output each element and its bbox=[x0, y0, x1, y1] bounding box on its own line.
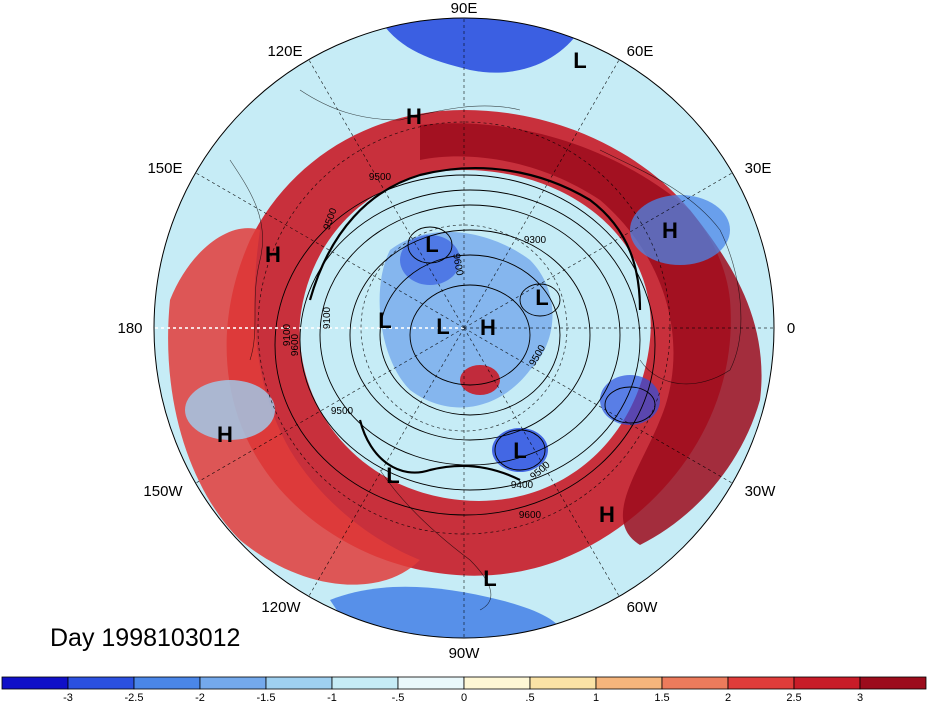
colorbar-box bbox=[793, 676, 861, 690]
anomaly-shading bbox=[168, 18, 762, 638]
pressure-center-label: L bbox=[513, 438, 526, 463]
pressure-center-label: L bbox=[386, 463, 399, 488]
thick-height-contours bbox=[308, 167, 642, 481]
pressure-center-labels: L H H H L L L H L H L H L L bbox=[217, 48, 678, 591]
colorbar-box bbox=[1, 676, 69, 690]
colorbar-box bbox=[529, 676, 597, 690]
pressure-center-label: H bbox=[662, 218, 678, 243]
colorbar-tick-label: 1.5 bbox=[654, 692, 669, 702]
contour-value-label: 9300 bbox=[524, 235, 547, 246]
colorbar-box bbox=[397, 676, 465, 690]
longitude-labels: 90E 60E 30E 0 30W 60W 90W 120W 150W 180 … bbox=[117, 0, 795, 662]
lon-label-30w: 30W bbox=[745, 483, 777, 500]
colorbar: -3 -2.5 -2 -1.5 -1 -.5 0 .5 1 1.5 2 2.5 3 bbox=[1, 676, 927, 702]
colorbar-tick-label: 0 bbox=[461, 692, 467, 702]
contour-value-label: 9600 bbox=[450, 253, 465, 277]
colorbar-box bbox=[727, 676, 795, 690]
colorbar-boxes bbox=[1, 676, 927, 690]
pressure-center-label: L bbox=[573, 48, 586, 73]
pressure-center-label: L bbox=[483, 566, 496, 591]
colorbar-tick-label: 2.5 bbox=[786, 692, 801, 702]
height-contours bbox=[274, 174, 656, 516]
pressure-center-label: H bbox=[480, 315, 496, 340]
anomaly-west-negative bbox=[185, 380, 275, 440]
colorbar-tick-label: -1.5 bbox=[257, 692, 276, 702]
colorbar-labels: -3 -2.5 -2 -1.5 -1 -.5 0 .5 1 1.5 2 2.5 3 bbox=[63, 692, 863, 702]
pressure-center-label: L bbox=[436, 314, 449, 339]
pressure-center-label: H bbox=[406, 104, 422, 129]
contour-value-labels: 9500 9500 9300 9600 9100 9100 9600 9500 … bbox=[282, 172, 553, 521]
colorbar-tick-label: 3 bbox=[857, 692, 863, 702]
colorbar-tick-label: -.5 bbox=[392, 692, 405, 702]
lon-label-120e: 120E bbox=[267, 43, 302, 60]
anomaly-southwest-positive bbox=[168, 228, 420, 585]
colorbar-tick-label: .5 bbox=[525, 692, 534, 702]
lon-label-30e: 30E bbox=[745, 160, 772, 177]
colorbar-box bbox=[133, 676, 201, 690]
lon-label-120w: 120W bbox=[261, 599, 301, 616]
colorbar-tick-label: -2.5 bbox=[125, 692, 144, 702]
colorbar-tick-label: -1 bbox=[327, 692, 337, 702]
contour-value-label: 9600 bbox=[290, 333, 301, 356]
anomaly-ring-positive bbox=[226, 110, 731, 576]
anomaly-pole-positive bbox=[460, 365, 500, 395]
contour-value-label: 9400 bbox=[511, 480, 534, 491]
lon-label-150w: 150W bbox=[143, 483, 183, 500]
contour-value-label: 9500 bbox=[331, 406, 354, 417]
colorbar-box bbox=[595, 676, 663, 690]
colorbar-tick-label: -2 bbox=[195, 692, 205, 702]
lon-label-90w: 90W bbox=[449, 645, 481, 662]
colorbar-tick-label: 1 bbox=[593, 692, 599, 702]
colorbar-box bbox=[463, 676, 531, 690]
lon-label-150e: 150E bbox=[147, 160, 182, 177]
lon-label-90e: 90E bbox=[451, 0, 478, 17]
pressure-center-label: L bbox=[378, 308, 391, 333]
coastlines bbox=[229, 89, 742, 611]
lon-label-60w: 60W bbox=[627, 599, 659, 616]
pressure-center-label: H bbox=[599, 502, 615, 527]
colorbar-box bbox=[331, 676, 399, 690]
pressure-center-label: L bbox=[535, 285, 548, 310]
colorbar-box bbox=[67, 676, 135, 690]
graticule bbox=[154, 18, 774, 638]
lon-label-60e: 60E bbox=[627, 43, 654, 60]
anomaly-atlantic-negative bbox=[600, 375, 660, 425]
colorbar-tick-label: -3 bbox=[63, 692, 73, 702]
contour-value-label: 9600 bbox=[519, 510, 542, 521]
colorbar-box bbox=[859, 676, 927, 690]
pressure-center-label: H bbox=[265, 242, 281, 267]
anomaly-east-negative bbox=[630, 195, 730, 265]
date-label: Day 1998103012 bbox=[50, 624, 240, 652]
map-border bbox=[153, 17, 775, 639]
pressure-center-label: L bbox=[425, 232, 438, 257]
pressure-center-label: H bbox=[217, 422, 233, 447]
anomaly-north-negative bbox=[380, 18, 580, 73]
lon-label-180: 180 bbox=[117, 320, 142, 337]
map-disk bbox=[154, 18, 774, 638]
lon-label-0: 0 bbox=[787, 320, 795, 337]
colorbar-box bbox=[265, 676, 333, 690]
colorbar-box bbox=[199, 676, 267, 690]
contour-value-label: 9100 bbox=[282, 323, 293, 346]
contour-value-label: 9100 bbox=[322, 306, 333, 329]
colorbar-box bbox=[661, 676, 729, 690]
anomaly-north-small-negative bbox=[400, 235, 460, 285]
colorbar-tick-label: 2 bbox=[725, 692, 731, 702]
contour-value-label: 9500 bbox=[369, 172, 392, 183]
